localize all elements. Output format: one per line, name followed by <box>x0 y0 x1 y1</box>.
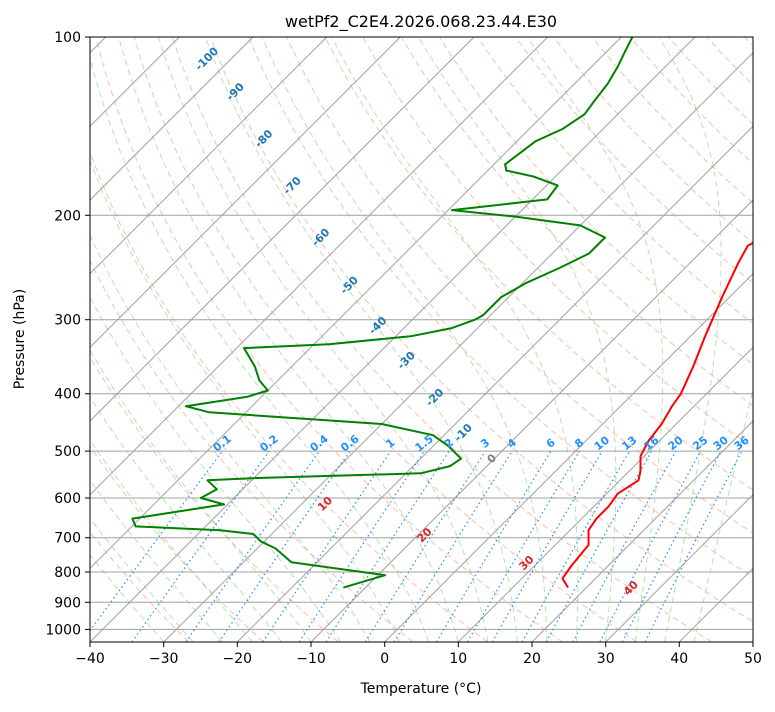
x-tick-label: −30 <box>149 651 179 667</box>
y-axis-label: Pressure (hPa) <box>12 289 28 389</box>
x-tick-label: 10 <box>449 651 467 667</box>
x-tick-label: 30 <box>597 651 615 667</box>
y-tick-label: 300 <box>54 313 81 329</box>
x-tick-label: −40 <box>75 651 105 667</box>
x-tick-label: 50 <box>744 651 762 667</box>
x-tick-label: −10 <box>296 651 326 667</box>
x-tick-label: 20 <box>523 651 541 667</box>
chart-title: wetPf2_C2E4.2026.068.23.44.E30 <box>285 12 557 32</box>
x-tick-label: 0 <box>380 651 389 667</box>
y-tick-label: 700 <box>54 531 81 547</box>
x-tick-label: −20 <box>223 651 253 667</box>
y-tick-label: 100 <box>54 30 81 46</box>
y-tick-label: 900 <box>54 595 81 611</box>
y-tick-label: 1000 <box>45 622 81 638</box>
y-tick-label: 600 <box>54 491 81 507</box>
x-tick-label: 40 <box>670 651 688 667</box>
y-tick-label: 200 <box>54 208 81 224</box>
y-tick-label: 400 <box>54 387 81 403</box>
x-axis-label: Temperature (°C) <box>360 681 482 697</box>
y-tick-label: 500 <box>54 444 81 460</box>
y-tick-label: 800 <box>54 565 81 581</box>
